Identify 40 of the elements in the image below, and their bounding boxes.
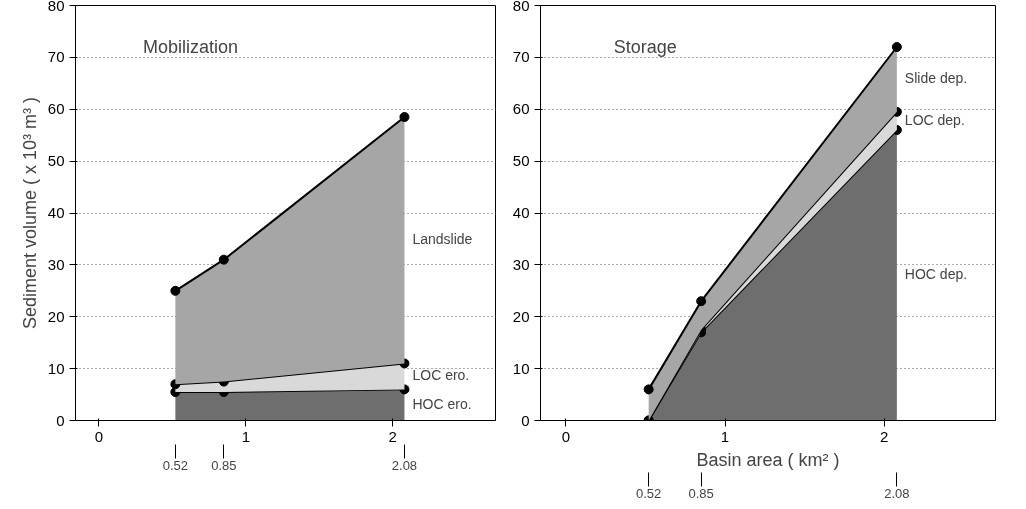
y-tick-label: 10 bbox=[47, 359, 65, 377]
text: Storage bbox=[613, 37, 677, 58]
x-tick-label: 0 bbox=[561, 427, 571, 445]
y-tick-label: 20 bbox=[47, 307, 65, 325]
y-axis-title: Sediment volume ( x 10³ m³ ) bbox=[19, 96, 40, 330]
y-tick-label: 30 bbox=[512, 255, 530, 273]
text: 0.85 bbox=[211, 457, 237, 473]
text: 0.85 bbox=[688, 485, 714, 501]
y-tick-label: 80 bbox=[512, 0, 530, 14]
y-tick-label: 50 bbox=[47, 152, 65, 170]
text: 0.52 bbox=[636, 485, 662, 501]
text: Mobilization bbox=[143, 37, 239, 58]
y-tick-label: 30 bbox=[47, 255, 65, 273]
y-tick-label: 50 bbox=[512, 152, 530, 170]
y-tick-label: 70 bbox=[512, 48, 530, 66]
x-tick-label: 2 bbox=[879, 427, 889, 445]
y-tick-label: 80 bbox=[47, 0, 65, 14]
y-tick-label: 20 bbox=[512, 307, 530, 325]
series-label: Slide dep. bbox=[904, 70, 968, 87]
series-label: Landslide bbox=[412, 231, 473, 248]
y-tick-label: 0 bbox=[521, 411, 530, 429]
x-tick-label: 0 bbox=[94, 427, 104, 445]
x-axis-title: Basin area ( km² ) bbox=[696, 449, 840, 470]
y-tick-label: 60 bbox=[512, 100, 530, 118]
y-tick-label: 40 bbox=[47, 204, 65, 221]
y-tick-label: 0 bbox=[56, 411, 65, 429]
x-tick-label: 1 bbox=[720, 427, 730, 445]
series-label: HOC dep. bbox=[904, 266, 968, 283]
series-label: HOC ero. bbox=[412, 395, 472, 412]
text: 0.52 bbox=[162, 457, 189, 473]
x-tick-label: 2 bbox=[388, 427, 397, 445]
y-tick-label: 60 bbox=[47, 100, 65, 118]
y-tick-label: 70 bbox=[47, 48, 65, 66]
x-tick-label: 1 bbox=[241, 427, 251, 445]
y-tick-label: 40 bbox=[512, 204, 530, 221]
y-tick-label: 10 bbox=[512, 359, 530, 377]
series-label: LOC dep. bbox=[904, 111, 965, 128]
text: 2.08 bbox=[391, 457, 418, 473]
series-label: LOC ero. bbox=[412, 367, 470, 384]
text: 2.08 bbox=[884, 485, 910, 501]
